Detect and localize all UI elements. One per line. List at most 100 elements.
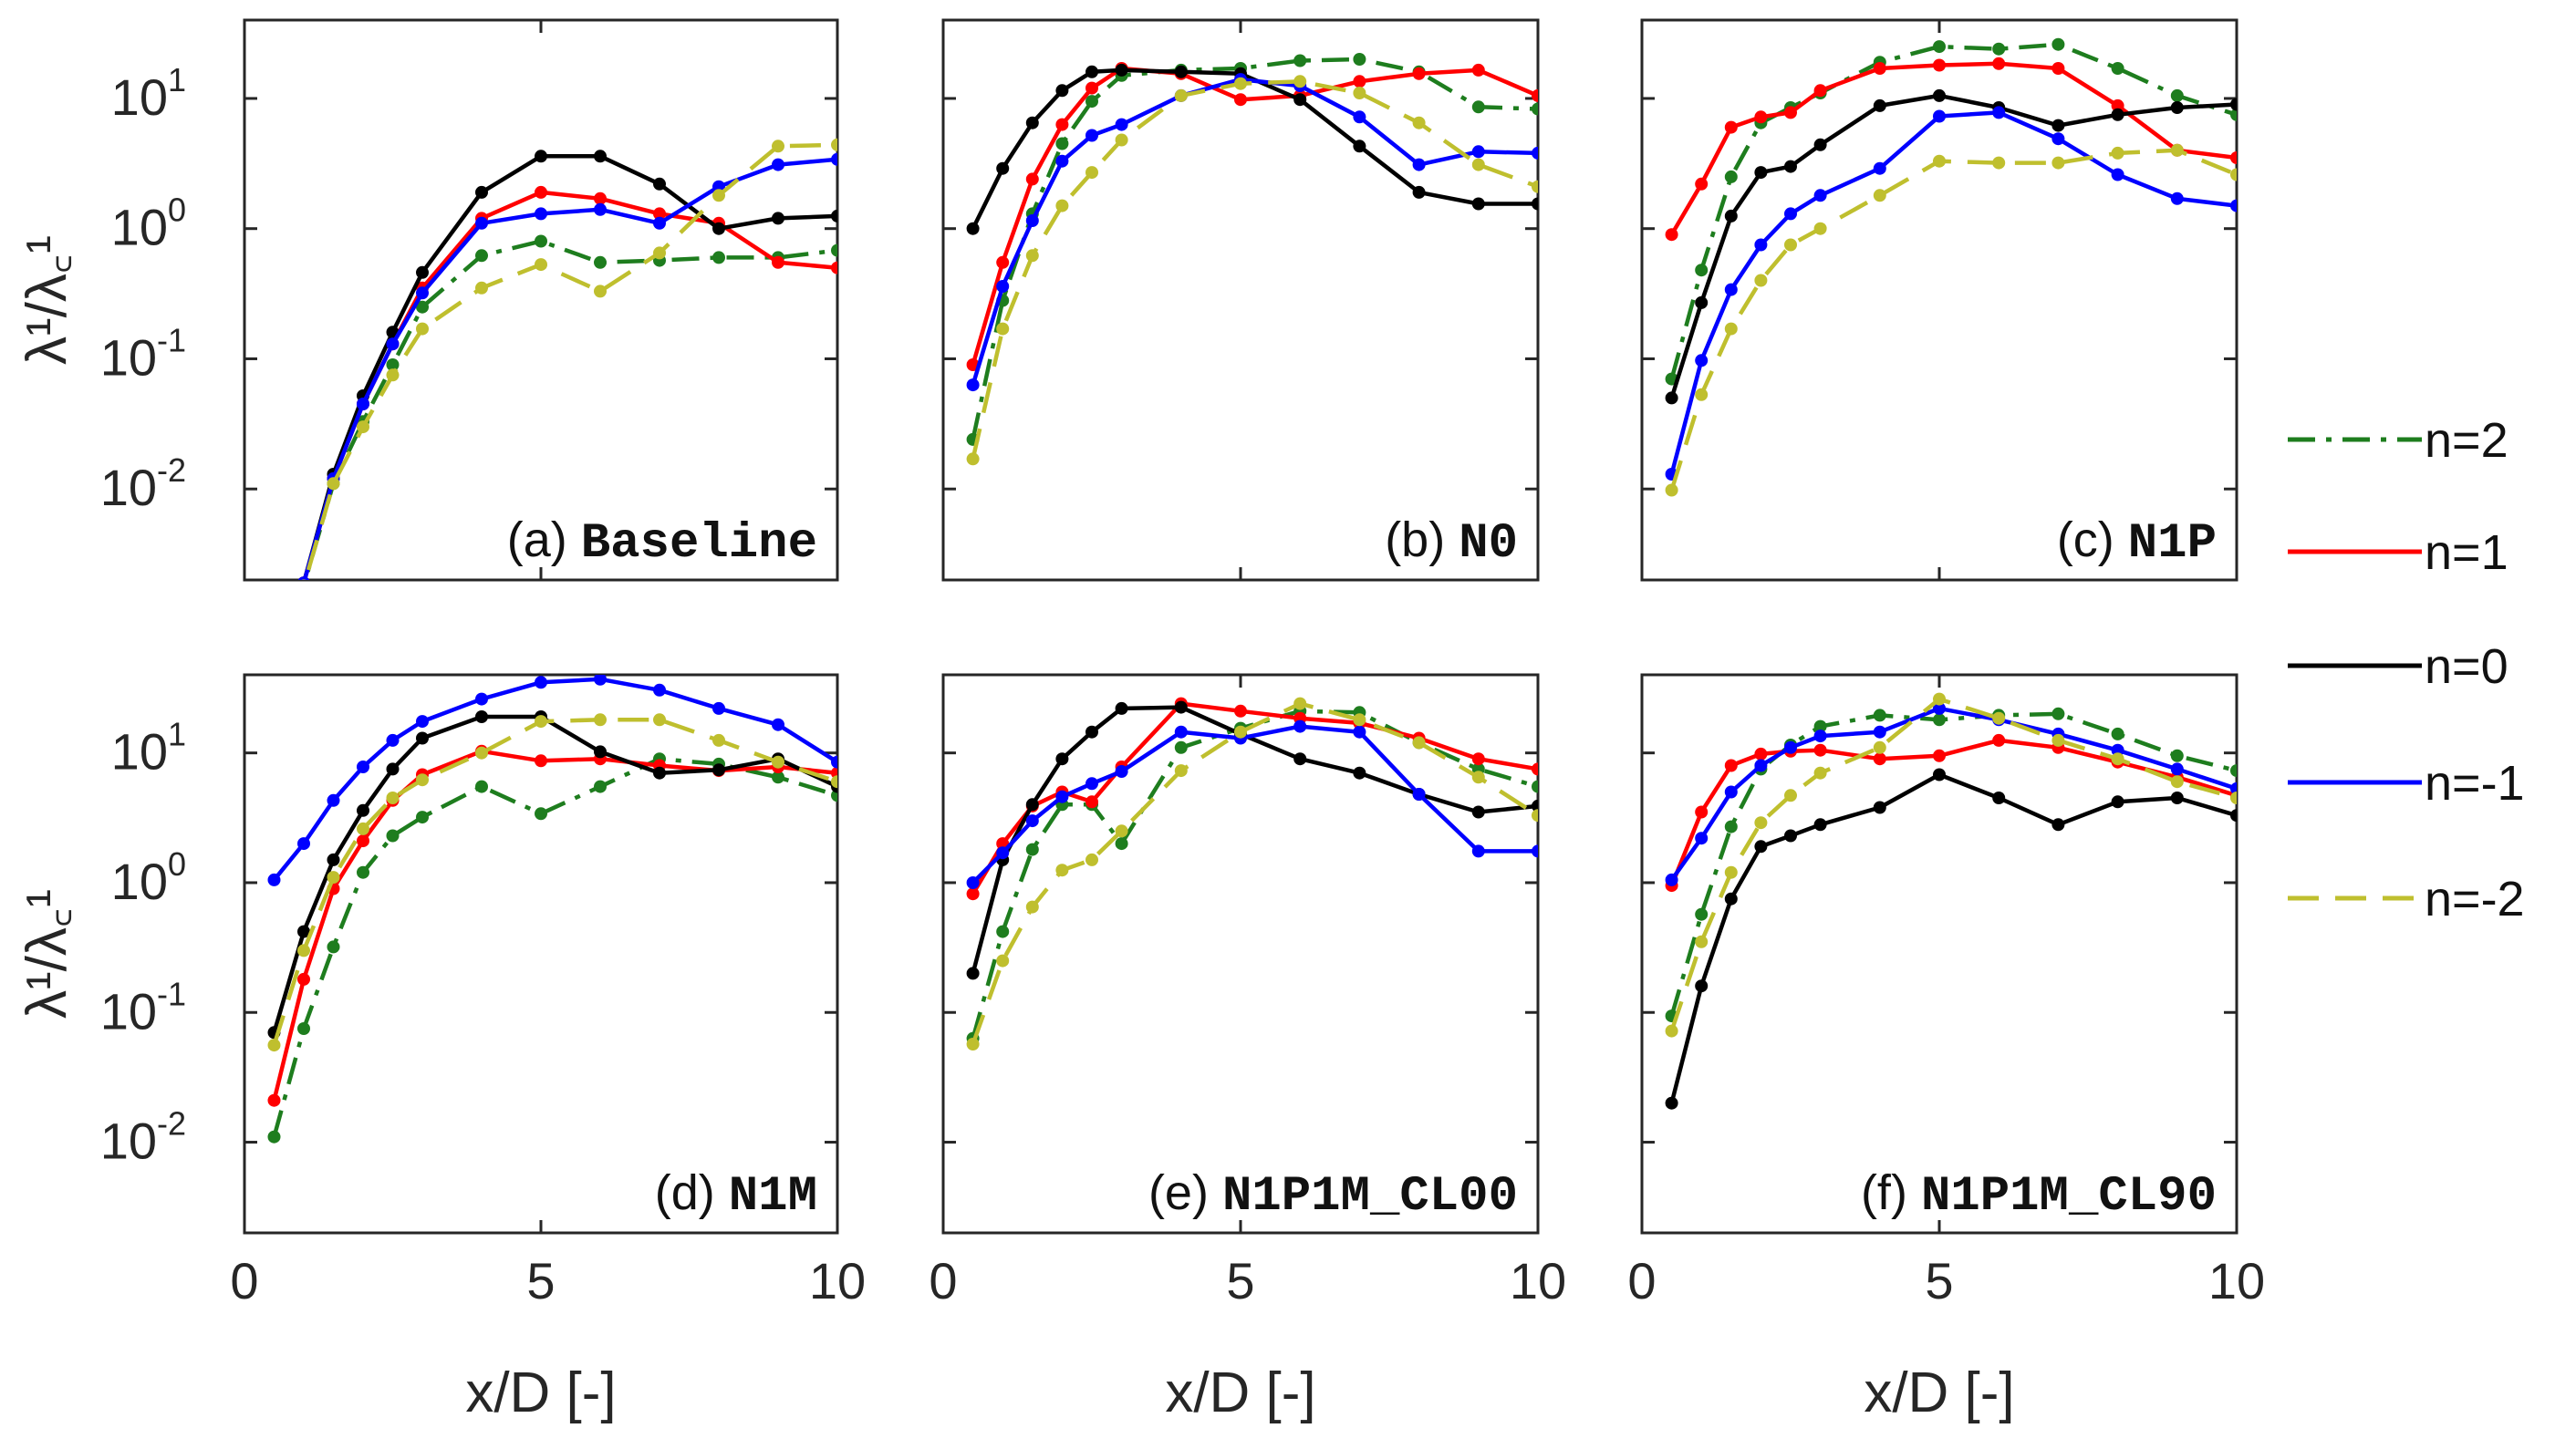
data-point-nm2 [327, 871, 340, 885]
data-point-nm1 [653, 683, 666, 697]
data-point-nm2 [1873, 189, 1886, 202]
data-point-n1 [267, 1093, 281, 1107]
data-point-n2 [1085, 95, 1098, 109]
y-tick-exponent: -1 [157, 321, 186, 358]
legend-label: n=0 [2425, 639, 2508, 694]
legend-entry-n1: n=1 [2288, 525, 2508, 580]
data-point-n0 [1115, 701, 1128, 715]
panel-5: 0 5 10 (e) N1P1M_CL00 [929, 673, 1566, 1309]
data-point-n1 [1532, 88, 1538, 102]
data-point-nm1 [1873, 725, 1886, 739]
data-point-nm2 [1293, 75, 1307, 88]
x-tick-label: 10 [1510, 1252, 1566, 1309]
data-point-n2 [1695, 264, 1709, 277]
data-point-n1 [1933, 58, 1946, 72]
data-point-nm1 [831, 152, 837, 166]
data-point-n1 [1085, 81, 1098, 95]
data-point-nm1 [1695, 354, 1709, 367]
data-point-n2 [2111, 727, 2124, 740]
data-point-n1 [2051, 62, 2065, 75]
data-point-nm1 [535, 676, 547, 689]
legend-label: n=-1 [2425, 756, 2525, 811]
data-point-nm2 [1025, 900, 1039, 914]
data-point-nm1 [1532, 844, 1538, 858]
data-point-nm2 [1724, 865, 1738, 879]
data-point-n2 [1471, 100, 1485, 114]
y-tick-label: 10-1 [100, 975, 186, 1040]
data-point-n2 [268, 652, 281, 665]
data-point-nm2 [996, 322, 1010, 336]
data-point-nm2 [996, 954, 1010, 968]
data-point-n0 [297, 925, 310, 938]
data-point-nm2 [1412, 736, 1426, 750]
data-point-n1 [1724, 120, 1738, 134]
y-tick-exponent: -2 [157, 1105, 186, 1143]
data-point-nm2 [357, 822, 369, 835]
panel-6: 0 5 10 (f) N1P1M_CL90 [1627, 673, 2265, 1309]
data-point-n0 [475, 185, 488, 199]
data-point-nm1 [1695, 832, 1709, 845]
data-point-n1 [2230, 151, 2237, 164]
data-point-n0 [1293, 93, 1307, 107]
data-point-n0 [1025, 116, 1039, 129]
data-point-n1 [966, 887, 980, 901]
data-point-n0 [1174, 700, 1188, 714]
data-point-n0 [1724, 209, 1738, 223]
data-point-nm1 [653, 216, 666, 230]
data-point-n0 [416, 265, 429, 279]
data-point-nm1 [2170, 762, 2184, 776]
data-point-nm2 [535, 258, 547, 272]
data-point-n2 [1992, 42, 2006, 56]
data-point-nm1 [535, 207, 547, 221]
data-point-n2 [1695, 907, 1709, 921]
y-tick-label: 101 [111, 716, 186, 781]
legend-entry-n2: n=2 [2288, 413, 2508, 468]
data-point-nm2 [1085, 166, 1098, 180]
data-point-n0 [1293, 752, 1307, 766]
panel-label-name: N1P1M_CL00 [1222, 1169, 1518, 1225]
data-point-n2 [535, 234, 547, 248]
data-point-nm1 [772, 158, 784, 171]
data-point-n2 [594, 255, 607, 269]
data-point-nm1 [357, 398, 369, 410]
data-point-nm2 [1234, 725, 1247, 739]
y-tick-label: 101 [111, 61, 186, 126]
data-point-n2 [1933, 40, 1946, 54]
data-point-n0 [1665, 391, 1678, 405]
data-point-n0 [1665, 1096, 1678, 1110]
data-point-n0 [653, 177, 666, 191]
data-point-nm2 [1471, 158, 1485, 171]
data-point-n0 [772, 212, 784, 225]
data-point-nm1 [1025, 214, 1039, 227]
x-tick-label: 0 [929, 1252, 957, 1309]
data-point-nm2 [1055, 864, 1069, 877]
data-point-nm1 [386, 337, 400, 351]
data-point-n0 [1174, 65, 1188, 78]
y-tick-exponent: 0 [168, 191, 186, 229]
data-point-nm2 [1293, 697, 1307, 710]
data-point-n0 [1813, 138, 1827, 151]
data-point-n1 [1992, 57, 2006, 70]
data-point-n0 [2051, 119, 2065, 132]
y-axis-label: λ¹/λ꜀¹ [16, 889, 78, 1019]
data-point-n2 [2051, 707, 2065, 720]
data-point-nm1 [1293, 719, 1307, 733]
data-point-nm2 [966, 1038, 980, 1051]
data-point-nm2 [1234, 77, 1247, 90]
data-point-nm1 [1784, 207, 1797, 221]
data-point-nm2 [594, 285, 607, 298]
data-point-n2 [1933, 713, 1946, 727]
data-point-n1 [1665, 228, 1678, 242]
panel-label-prefix: (e) [1148, 1165, 1222, 1220]
panel-label: (a) Baseline [507, 512, 817, 572]
series-line-n2 [303, 239, 837, 580]
data-point-nm1 [1813, 189, 1827, 202]
data-point-nm2 [1813, 222, 1827, 235]
data-point-nm2 [1115, 133, 1128, 147]
panel-label: (d) N1M [655, 1165, 817, 1225]
data-point-n1 [1471, 752, 1485, 766]
data-point-nm2 [772, 140, 784, 153]
legend-entry-nm2: n=-2 [2288, 872, 2525, 926]
